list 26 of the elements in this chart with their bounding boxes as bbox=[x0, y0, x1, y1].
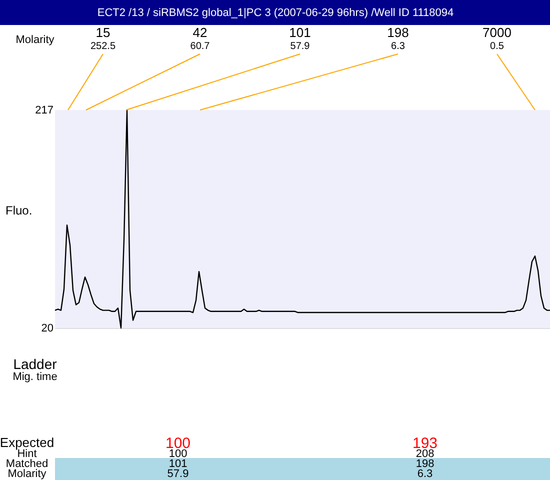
text: 198 bbox=[387, 25, 409, 40]
text: 198 bbox=[416, 458, 434, 470]
line-series bbox=[54, 109, 550, 329]
text: 57.9 bbox=[290, 41, 310, 52]
text: Matched bbox=[6, 458, 48, 470]
text: Molarity bbox=[8, 468, 47, 480]
y-tick-label: 20 bbox=[41, 322, 54, 334]
text: 15 bbox=[96, 25, 110, 40]
chart-title: ECT2 /13 / siRBMS2 global_1|PC 3 (2007-06-29 96hrs) /Well ID 1118094 bbox=[97, 7, 454, 19]
text: 6.3 bbox=[391, 41, 406, 52]
text: 6.3 bbox=[417, 468, 433, 480]
text: 0.5 bbox=[490, 41, 504, 52]
text: 7000 bbox=[482, 25, 512, 40]
y-axis-title: Fluo. bbox=[6, 204, 32, 218]
text: 42 bbox=[192, 25, 208, 40]
text: 60.7 bbox=[190, 41, 210, 52]
y-tick-label: 217 bbox=[35, 104, 54, 116]
text: 101 bbox=[168, 458, 188, 470]
text: 252.5 bbox=[90, 41, 116, 52]
text: 57.9 bbox=[167, 468, 189, 480]
text: Ladder bbox=[13, 356, 58, 372]
text: Hint bbox=[17, 448, 37, 460]
text: Mig. time bbox=[12, 371, 58, 383]
text: Molarity bbox=[16, 34, 55, 46]
text: Expected bbox=[0, 435, 54, 450]
text: 101 bbox=[289, 25, 311, 40]
